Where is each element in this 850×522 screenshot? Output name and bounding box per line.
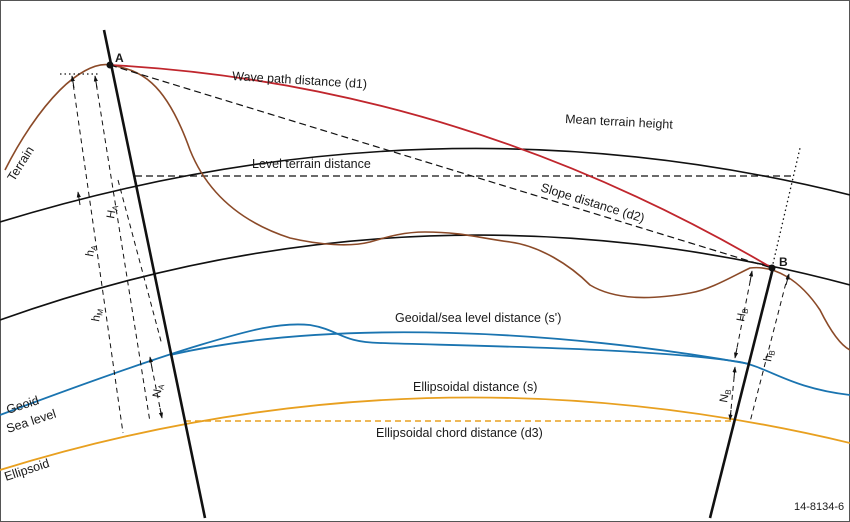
arrow-NB-top — [732, 366, 737, 379]
symbol-hB: hB — [762, 349, 777, 363]
mean-terrain-label: Mean terrain height — [565, 112, 674, 132]
slope-distance-line — [109, 64, 773, 269]
point-b-label: B — [779, 255, 788, 269]
ellipsoid-curve — [0, 396, 850, 471]
arrow-HA-top — [76, 191, 81, 206]
point-b-marker — [768, 264, 776, 272]
dim-line-hA — [94, 75, 151, 423]
symbol-HA: HA — [105, 203, 120, 219]
ellipsoid-label: Ellipsoid — [3, 456, 52, 484]
arrow-hM-top — [70, 75, 75, 89]
wave-path-curve — [109, 64, 773, 269]
symbol-hM: hM — [90, 307, 105, 322]
vertical-extension-b — [771, 147, 801, 269]
symbol-HB: HB — [735, 307, 750, 323]
plumb-line-a — [102, 29, 207, 519]
geoidal-distance-label: Geoidal/sea level distance (s') — [395, 311, 561, 325]
ellipsoidal-chord-label: Ellipsoidal chord distance (d3) — [376, 426, 543, 440]
ellipsoidal-distance-label: Ellipsoidal distance (s) — [413, 380, 537, 394]
arrow-NA-bot — [158, 407, 164, 419]
geoidal-distance-curve — [169, 331, 751, 365]
symbol-NB: NB — [718, 388, 733, 404]
level-terrain-label: Level terrain distance — [252, 157, 371, 171]
dim-line-HB — [734, 271, 753, 359]
arrow-hB-top — [785, 273, 790, 286]
symbol-NA: NA — [151, 382, 166, 398]
terrain-label: Terrain — [5, 144, 37, 184]
point-a-marker — [106, 61, 114, 69]
symbol-hA: hA — [84, 243, 99, 257]
dim-line-HA — [117, 179, 163, 346]
level-terrain-curve — [0, 234, 850, 321]
arrow-HB-top — [748, 270, 754, 283]
dim-line-hM — [71, 75, 124, 434]
figure-id: 14-8134-6 — [794, 501, 844, 513]
arrow-HB-bot — [733, 347, 739, 359]
dim-line-hB — [749, 274, 789, 423]
arrow-NB-bot — [728, 409, 733, 421]
arrow-hA-top — [93, 75, 98, 89]
point-a-label: A — [115, 51, 124, 65]
plumb-line-b — [708, 267, 775, 519]
mean-terrain-curve — [0, 147, 850, 223]
slope-distance-label: Slope distance (d2) — [539, 180, 646, 225]
arrow-NA-top — [148, 356, 154, 369]
